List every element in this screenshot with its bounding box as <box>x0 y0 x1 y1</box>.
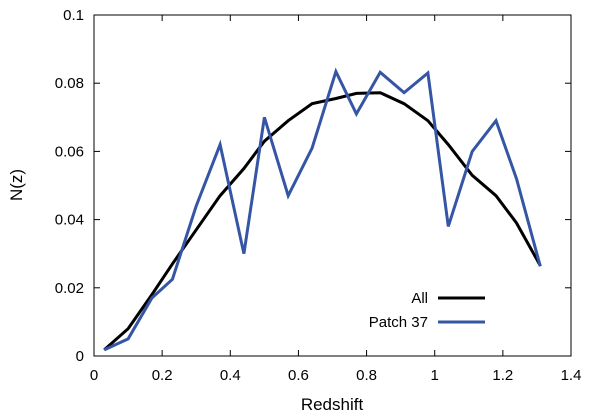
y-axis-label: N(z) <box>7 169 26 201</box>
x-tick-label: 1 <box>431 367 439 384</box>
x-tick-label: 0 <box>90 367 98 384</box>
y-tick-label: 0.06 <box>55 143 84 160</box>
x-tick-label: 1.4 <box>561 367 582 384</box>
series-line-all <box>103 91 542 352</box>
series-line-patch-37 <box>103 67 542 352</box>
x-tick-label: 1.2 <box>492 367 513 384</box>
axis-ticks: 0 0.2 0.4 0.6 0.8 1 1.2 1.4 0 0.02 0.04 0.06 0.08 0.1 <box>55 7 582 384</box>
plot-frame <box>93 14 572 357</box>
y-tick-label: 0.1 <box>63 7 84 24</box>
x-tick-label: 0.8 <box>356 367 377 384</box>
legend-label: All <box>411 290 428 307</box>
legend: All Patch 37 <box>369 290 485 331</box>
series-lines <box>103 67 542 352</box>
y-tick-label: 0.04 <box>55 212 84 229</box>
legend-label: Patch 37 <box>369 314 428 331</box>
x-tick-label: 0.4 <box>220 367 241 384</box>
x-axis-label: Redshift <box>301 395 364 414</box>
x-tick-label: 0.2 <box>152 367 173 384</box>
x-tick-label: 0.6 <box>288 367 309 384</box>
y-tick-label: 0.02 <box>55 280 84 297</box>
y-tick-label: 0.08 <box>55 75 84 92</box>
y-tick-label: 0 <box>76 348 84 365</box>
